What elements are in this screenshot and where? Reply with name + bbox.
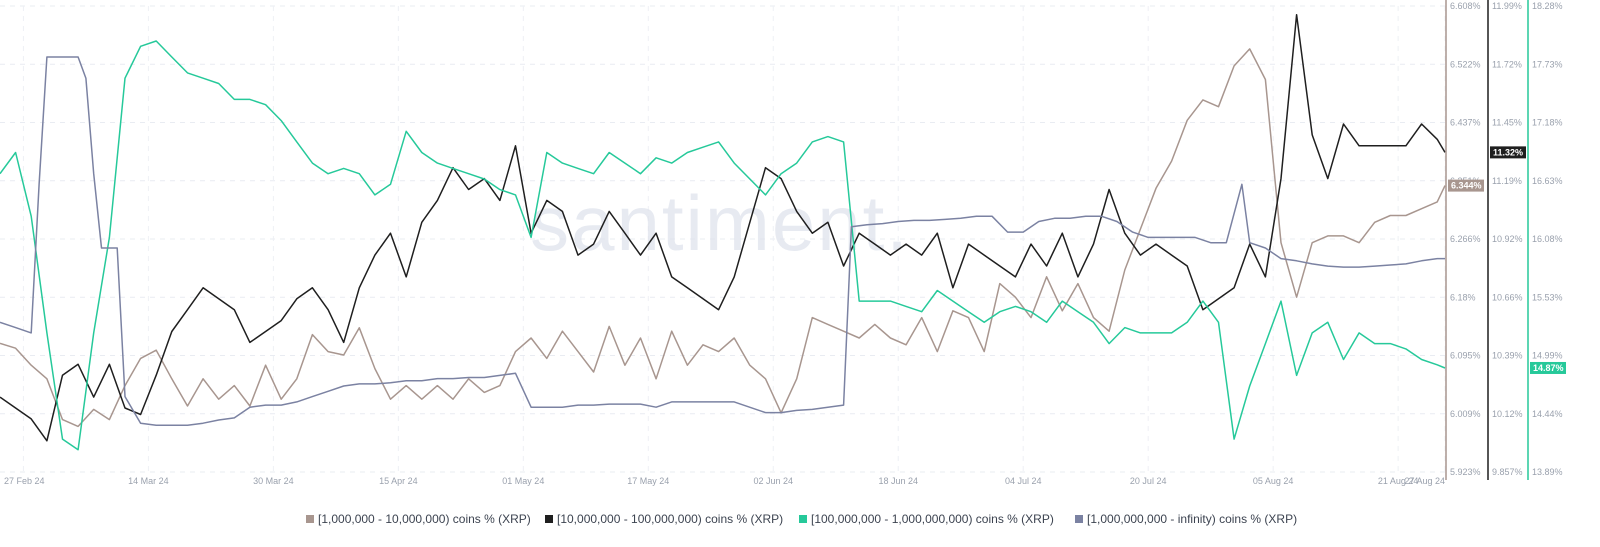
x-tick-label: 18 Jun 24 <box>878 476 918 486</box>
x-tick-label: 21 Aug 24 <box>1378 476 1419 486</box>
value-badge-text: 14.87% <box>1533 363 1564 373</box>
y-tick-label: 17.73% <box>1532 59 1563 69</box>
legend-swatch <box>1075 515 1083 523</box>
y-tick-label: 6.522% <box>1450 59 1481 69</box>
y-tick-label: 15.53% <box>1532 292 1563 302</box>
y-tick-label: 6.608% <box>1450 1 1481 11</box>
legend-swatch <box>799 515 807 523</box>
y-tick-label: 6.266% <box>1450 234 1481 244</box>
y-tick-label: 9.857% <box>1492 467 1523 477</box>
y-tick-label: 11.45% <box>1492 118 1522 128</box>
value-badge <box>1448 179 1484 192</box>
y-tick-label: 10.66% <box>1492 292 1523 302</box>
x-tick-label: 01 May 24 <box>502 476 544 486</box>
value-badge-text: 11.32% <box>1493 147 1523 157</box>
x-tick-label: 02 Jun 24 <box>753 476 793 486</box>
legend: [1,000,000 - 10,000,000) coins % (XRP) [1… <box>306 512 1297 526</box>
y-tick-label: 6.437% <box>1450 118 1481 128</box>
x-tick-label: 27 Aug 24 <box>1404 476 1445 486</box>
grid-layer <box>0 5 1446 473</box>
legend-swatch <box>306 515 314 523</box>
series-line-3 <box>0 40 1446 451</box>
y-tick-label: 6.18% <box>1450 292 1476 302</box>
y-tick-label: 11.72% <box>1492 59 1522 69</box>
value-badge-text: 6.344% <box>1451 181 1482 191</box>
santiment-watermark: santiment. <box>530 179 910 267</box>
series-layer <box>0 13 1446 451</box>
axis-layer: 6.608%6.522%6.437%6.351%6.266%6.18%6.095… <box>4 0 1566 486</box>
value-badge <box>1490 146 1526 159</box>
y-tick-label: 16.08% <box>1532 234 1563 244</box>
y-tick-label: 6.095% <box>1450 351 1481 361</box>
y-tick-label: 10.39% <box>1492 351 1523 361</box>
legend-label: [100,000,000 - 1,000,000,000) coins % (X… <box>811 512 1054 526</box>
value-badge <box>1530 361 1566 374</box>
x-tick-label: 27 Feb 24 <box>4 476 45 486</box>
y-tick-label: 18.28% <box>1532 1 1563 11</box>
series-line-1 <box>0 48 1446 428</box>
x-tick-label: 30 Mar 24 <box>253 476 294 486</box>
series-line-2 <box>0 13 1446 442</box>
legend-swatch <box>545 515 553 523</box>
series-line-4 <box>0 56 1445 427</box>
y-tick-label: 14.44% <box>1532 409 1563 419</box>
y-tick-label: 6.009% <box>1450 409 1481 419</box>
x-tick-label: 15 Apr 24 <box>379 476 418 486</box>
y-tick-label: 14.99% <box>1532 351 1563 361</box>
y-tick-label: 11.99% <box>1492 1 1522 11</box>
y-tick-label: 13.89% <box>1532 467 1563 477</box>
y-tick-label: 16.63% <box>1532 176 1563 186</box>
x-tick-label: 04 Jul 24 <box>1005 476 1042 486</box>
y-tick-label: 5.923% <box>1450 467 1481 477</box>
y-tick-label: 10.12% <box>1492 409 1523 419</box>
y-tick-label: 17.18% <box>1532 118 1563 128</box>
legend-label: [10,000,000 - 100,000,000) coins % (XRP) <box>557 512 783 526</box>
x-tick-label: 17 May 24 <box>627 476 669 486</box>
x-tick-label: 05 Aug 24 <box>1253 476 1294 486</box>
legend-label: [1,000,000 - 10,000,000) coins % (XRP) <box>318 512 531 526</box>
legend-label: [1,000,000,000 - infinity) coins % (XRP) <box>1087 512 1297 526</box>
y-tick-label: 10.92% <box>1492 234 1523 244</box>
x-tick-label: 20 Jul 24 <box>1130 476 1167 486</box>
y-tick-label: 11.19% <box>1492 176 1522 186</box>
x-tick-label: 14 Mar 24 <box>128 476 169 486</box>
